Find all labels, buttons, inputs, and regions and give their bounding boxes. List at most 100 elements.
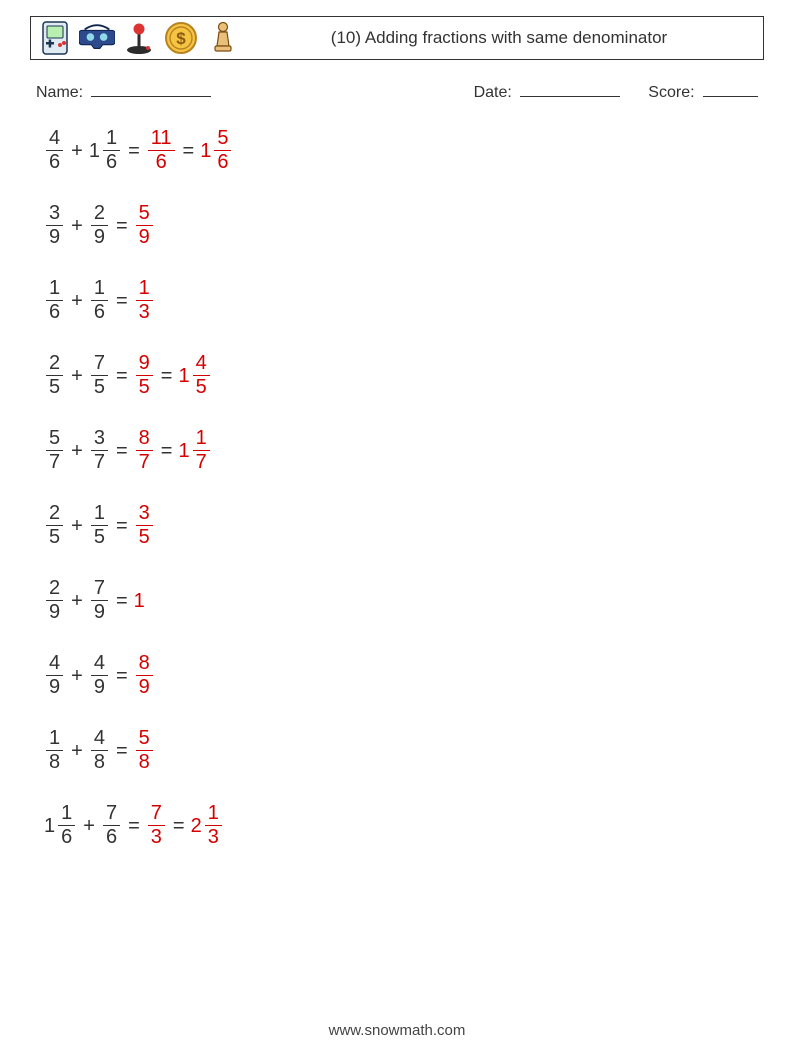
plus-operator: + [83, 816, 95, 836]
svg-text:$: $ [176, 29, 186, 48]
answer: 87 =117 [134, 428, 212, 473]
operand-fraction: 79 [89, 578, 110, 623]
date-blank[interactable] [520, 82, 620, 97]
chess-pawn-icon [205, 20, 241, 56]
answer: 59 [134, 203, 155, 248]
operand-fraction: 49 [89, 653, 110, 698]
equals-operator: = [116, 366, 128, 386]
answer-fraction: 116 [146, 128, 177, 173]
plus-operator: + [71, 291, 83, 311]
equals-operator: = [173, 816, 185, 836]
answer: 95 =145 [134, 353, 212, 398]
operand-fraction: 29 [44, 578, 65, 623]
worksheet-title: (10) Adding fractions with same denomina… [241, 25, 757, 50]
header-icons: $ [37, 20, 241, 56]
gameboy-icon [37, 20, 73, 56]
meta-row: Name: Date: Score: [30, 82, 764, 102]
answer-fraction: 73 [146, 803, 167, 848]
score-blank[interactable] [703, 82, 758, 97]
problem-row: 25+75=95=145 [44, 353, 764, 398]
equals-operator: = [183, 141, 195, 161]
joystick-icon [121, 20, 157, 56]
problem-row: 116 +76 = 73 = 213 [44, 803, 764, 848]
answer-fraction: 156 [200, 128, 233, 173]
plus-operator: + [71, 591, 83, 611]
operand-fraction: 16 [89, 278, 110, 323]
answer-fraction: 59 [134, 203, 155, 248]
operand-fraction: 29 [89, 203, 110, 248]
problem-row: 29 +79 = 1 [44, 578, 764, 623]
answer: 35 [134, 503, 155, 548]
plus-operator: + [71, 141, 83, 161]
problems-list: 46+116=116=15639+29=5916+16=1325+75=95=1… [30, 128, 764, 848]
problem-row: 16 +16 = 13 [44, 278, 764, 323]
operand-fraction: 39 [44, 203, 65, 248]
answer-fraction: 95 [134, 353, 155, 398]
problem-row: 25 +15 = 35 [44, 503, 764, 548]
answer-fraction: 35 [134, 503, 155, 548]
answer-fraction: 58 [134, 728, 155, 773]
name-blank[interactable] [91, 82, 211, 97]
name-label: Name: [36, 84, 83, 102]
problem-row: 57+37=87=117 [44, 428, 764, 473]
equals-operator: = [116, 666, 128, 686]
problem-row: 49 +49 = 89 [44, 653, 764, 698]
operand-fraction: 16 [44, 278, 65, 323]
answer-fraction: 213 [191, 803, 224, 848]
equals-operator: = [116, 216, 128, 236]
name-field: Name: [36, 82, 211, 102]
answer-fraction: 1 [134, 591, 146, 611]
problem-row: 46+116=116=156 [44, 128, 764, 173]
equals-operator: = [128, 816, 140, 836]
equals-operator: = [116, 516, 128, 536]
equals-operator: = [128, 141, 140, 161]
equals-operator: = [116, 591, 128, 611]
answer-fraction: 145 [178, 353, 211, 398]
dollar-coin-icon: $ [163, 20, 199, 56]
answer-fraction: 89 [134, 653, 155, 698]
equals-operator: = [161, 366, 173, 386]
answer: 73 = 213 [146, 803, 224, 848]
score-label: Score: [648, 84, 694, 101]
operand-fraction: 76 [101, 803, 122, 848]
answer: 58 [134, 728, 155, 773]
operand-fraction: 75 [89, 353, 110, 398]
operand-fraction: 25 [44, 353, 65, 398]
answer-fraction: 13 [134, 278, 155, 323]
plus-operator: + [71, 441, 83, 461]
date-field: Date: [474, 82, 621, 102]
equals-operator: = [161, 441, 173, 461]
plus-operator: + [71, 216, 83, 236]
problem-row: 39 +29 = 59 [44, 203, 764, 248]
operand-fraction: 116 [44, 803, 77, 848]
operand-fraction: 116 [89, 128, 122, 173]
equals-operator: = [116, 441, 128, 461]
operand-fraction: 18 [44, 728, 65, 773]
answer: 89 [134, 653, 155, 698]
vr-headset-icon [79, 20, 115, 56]
plus-operator: + [71, 516, 83, 536]
operand-fraction: 15 [89, 503, 110, 548]
operand-fraction: 48 [89, 728, 110, 773]
score-field: Score: [648, 82, 758, 102]
operand-fraction: 37 [89, 428, 110, 473]
operand-fraction: 46 [44, 128, 65, 173]
date-label: Date: [474, 84, 512, 101]
operand-fraction: 57 [44, 428, 65, 473]
operand-fraction: 49 [44, 653, 65, 698]
footer-url: www.snowmath.com [0, 1022, 794, 1039]
problem-row: 18 +48 = 58 [44, 728, 764, 773]
header-box: $ (10) Adding fractions with same denomi… [30, 16, 764, 60]
plus-operator: + [71, 741, 83, 761]
operand-fraction: 25 [44, 503, 65, 548]
equals-operator: = [116, 291, 128, 311]
answer: 13 [134, 278, 155, 323]
equals-operator: = [116, 741, 128, 761]
answer-fraction: 87 [134, 428, 155, 473]
answer: 1 [134, 591, 146, 611]
answer: 116 =156 [146, 128, 234, 173]
plus-operator: + [71, 666, 83, 686]
worksheet-page: $ (10) Adding fractions with same denomi… [0, 0, 794, 1053]
answer-fraction: 117 [178, 428, 211, 473]
plus-operator: + [71, 366, 83, 386]
